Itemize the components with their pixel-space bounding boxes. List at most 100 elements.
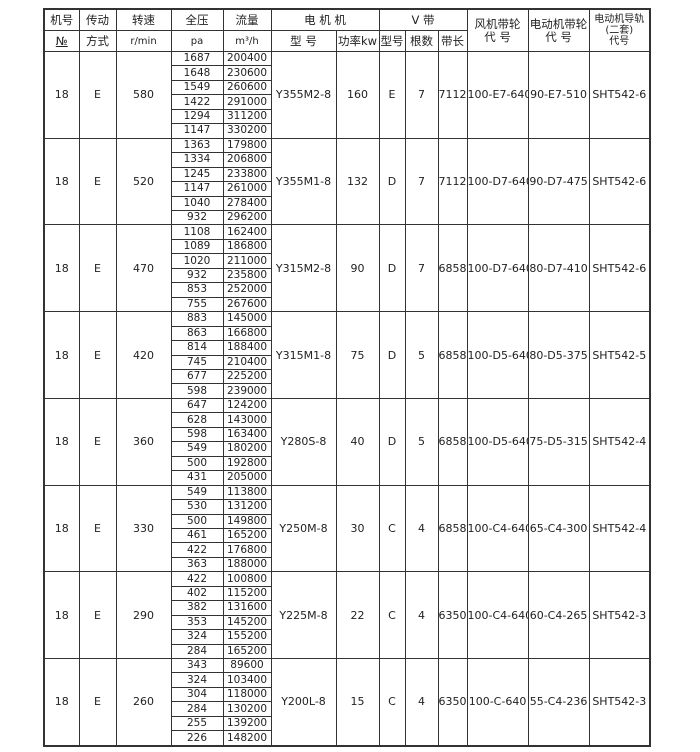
table-row: 18 E 580 1687 200400 Y355M2-8 160 E 7 7112 100-E7-… <box>43 50 651 139</box>
pressure-cell: 382 <box>170 600 224 616</box>
pressure-cell: 1648 <box>170 65 224 81</box>
flow-cell: 239000 <box>222 383 272 399</box>
belt-type-cell: C <box>378 571 406 660</box>
machine-no-cell: 18 <box>43 137 80 226</box>
belt-type-cell: C <box>378 484 406 573</box>
pressure-cell: 284 <box>170 643 224 660</box>
pressure-cell: 226 <box>170 730 224 747</box>
table-row: 461 165200 <box>44 527 650 544</box>
flow-cell: 230600 <box>222 65 272 81</box>
belt-type-cell: C <box>378 658 406 747</box>
flow-cell: 210400 <box>222 354 272 370</box>
flow-cell: 131200 <box>222 499 272 515</box>
flow-cell: 139200 <box>222 715 272 732</box>
table-row: 18 E 260 343 89600 Y200L-8 15 C 4 6350 100-C-640 55… <box>43 658 651 747</box>
pressure-cell: 284 <box>170 701 224 717</box>
table-row: 814 188400 <box>44 340 650 356</box>
speed-cell: 520 <box>115 137 172 226</box>
flow-cell: 278400 <box>222 195 272 212</box>
pressure-cell: 343 <box>170 658 224 674</box>
motor-power-cell: 132 <box>335 137 380 226</box>
flow-cell: 260600 <box>222 79 272 96</box>
speed-cell: 470 <box>115 224 172 313</box>
motor-power-cell: 15 <box>335 658 380 747</box>
flow-cell: 192800 <box>222 455 272 472</box>
table-row: 1294 311200 <box>44 108 650 125</box>
table-row: 18 E 360 647 124200 Y280S-8 40 D 5 6858 100-D5-640… <box>43 397 651 486</box>
belt-length-cell: 7112 <box>437 51 468 139</box>
pressure-cell: 363 <box>170 556 224 573</box>
flow-cell: 186800 <box>222 238 272 255</box>
pressure-cell: 853 <box>170 282 224 298</box>
pressure-cell: 1334 <box>170 152 224 168</box>
speed-cell: 290 <box>115 571 172 660</box>
header-belt-type: 型号 <box>378 30 406 52</box>
header-machine-no-sub: № <box>43 30 80 52</box>
flow-cell: 103400 <box>222 672 272 688</box>
table-row: 1089 186800 <box>44 238 650 255</box>
table-row: 255 139200 <box>44 715 650 732</box>
motor-pulley-cell: 65-C4-300 <box>527 484 590 573</box>
pressure-cell: 814 <box>170 340 224 356</box>
belt-length-cell: 6350 <box>437 658 468 747</box>
table-row: 18 E 470 1108 162400 Y315M2-8 90 D 7 6858 100-D7-6… <box>43 224 651 313</box>
flow-cell: 330200 <box>222 123 272 139</box>
flow-cell: 162400 <box>222 224 272 240</box>
pressure-cell: 530 <box>170 499 224 515</box>
speed-cell: 330 <box>115 484 172 573</box>
flow-cell: 143000 <box>222 412 272 428</box>
table-row: 226 148200 <box>44 730 650 747</box>
motor-pulley-cell: 80-D7-410 <box>527 224 590 313</box>
belt-count-cell: 4 <box>404 571 439 660</box>
table-row: 18 E 290 422 100800 Y225M-8 22 C 4 6350 100-C4-640… <box>43 571 651 660</box>
pressure-cell: 1147 <box>170 123 224 139</box>
table-row: 1334 206800 <box>44 152 650 168</box>
pressure-cell: 745 <box>170 354 224 370</box>
header-fan-pulley: 风机带轮代 号 <box>466 8 529 52</box>
pressure-cell: 598 <box>170 383 224 399</box>
flow-cell: 131600 <box>222 600 272 616</box>
drive-label: 传动 <box>86 12 109 27</box>
belt-count-cell: 5 <box>404 311 439 399</box>
drive-method-cell: E <box>78 137 117 226</box>
belt-count-cell: 4 <box>404 484 439 573</box>
flow-cell: 165200 <box>222 643 272 660</box>
pressure-cell: 1294 <box>170 108 224 125</box>
flow-cell: 188400 <box>222 340 272 356</box>
pressure-cell: 500 <box>170 513 224 529</box>
flow-cell: 261000 <box>222 181 272 197</box>
fan-pulley-cell: 100-C-640 <box>466 658 529 747</box>
table-row: 598 239000 <box>44 383 650 399</box>
drive-method-cell: E <box>78 658 117 747</box>
belt-count-cell: 7 <box>404 137 439 226</box>
motor-power-cell: 30 <box>335 484 380 573</box>
table-row: 1040 278400 <box>44 195 650 212</box>
machine-no-cell: 18 <box>43 51 80 139</box>
fan-pulley-cell: 100-C4-640 <box>466 484 529 573</box>
rail-sub2-label: 代号 <box>609 36 630 47</box>
header-motor-model: 型 号 <box>270 30 337 52</box>
rail-cell: SHT542-3 <box>588 658 651 747</box>
table-row: 549 180200 <box>44 441 650 457</box>
belt-length-cell: 6350 <box>437 571 468 660</box>
belt-length-cell: 6858 <box>437 224 468 313</box>
motor-model-cell: Y280S-8 <box>270 397 337 486</box>
speed-label: 转速 <box>132 12 155 27</box>
motor-power-cell: 90 <box>335 224 380 313</box>
header-drive: 传动 <box>78 8 117 31</box>
pressure-cell: 863 <box>170 325 224 342</box>
machine-no-cell: 18 <box>43 397 80 486</box>
fan-pulley-label: 风机带轮 <box>474 16 521 31</box>
header-flow-unit: m³/h <box>222 30 272 52</box>
motor-pulley-sub-label: 代 号 <box>545 29 572 44</box>
flow-cell: 179800 <box>222 137 272 154</box>
table-row: 18 E 330 549 113800 Y250M-8 30 C 4 6858 100-C4-640… <box>43 484 651 573</box>
belt-type-cell: D <box>378 137 406 226</box>
header-motor: 电 机 机 <box>270 8 380 31</box>
motor-model-cell: Y315M2-8 <box>270 224 337 313</box>
belt-type-cell: E <box>378 51 406 139</box>
flow-cell: 176800 <box>222 542 272 558</box>
flow-cell: 163400 <box>222 426 272 443</box>
pressure-cell: 883 <box>170 311 224 327</box>
motor-model-cell: Y200L-8 <box>270 658 337 747</box>
